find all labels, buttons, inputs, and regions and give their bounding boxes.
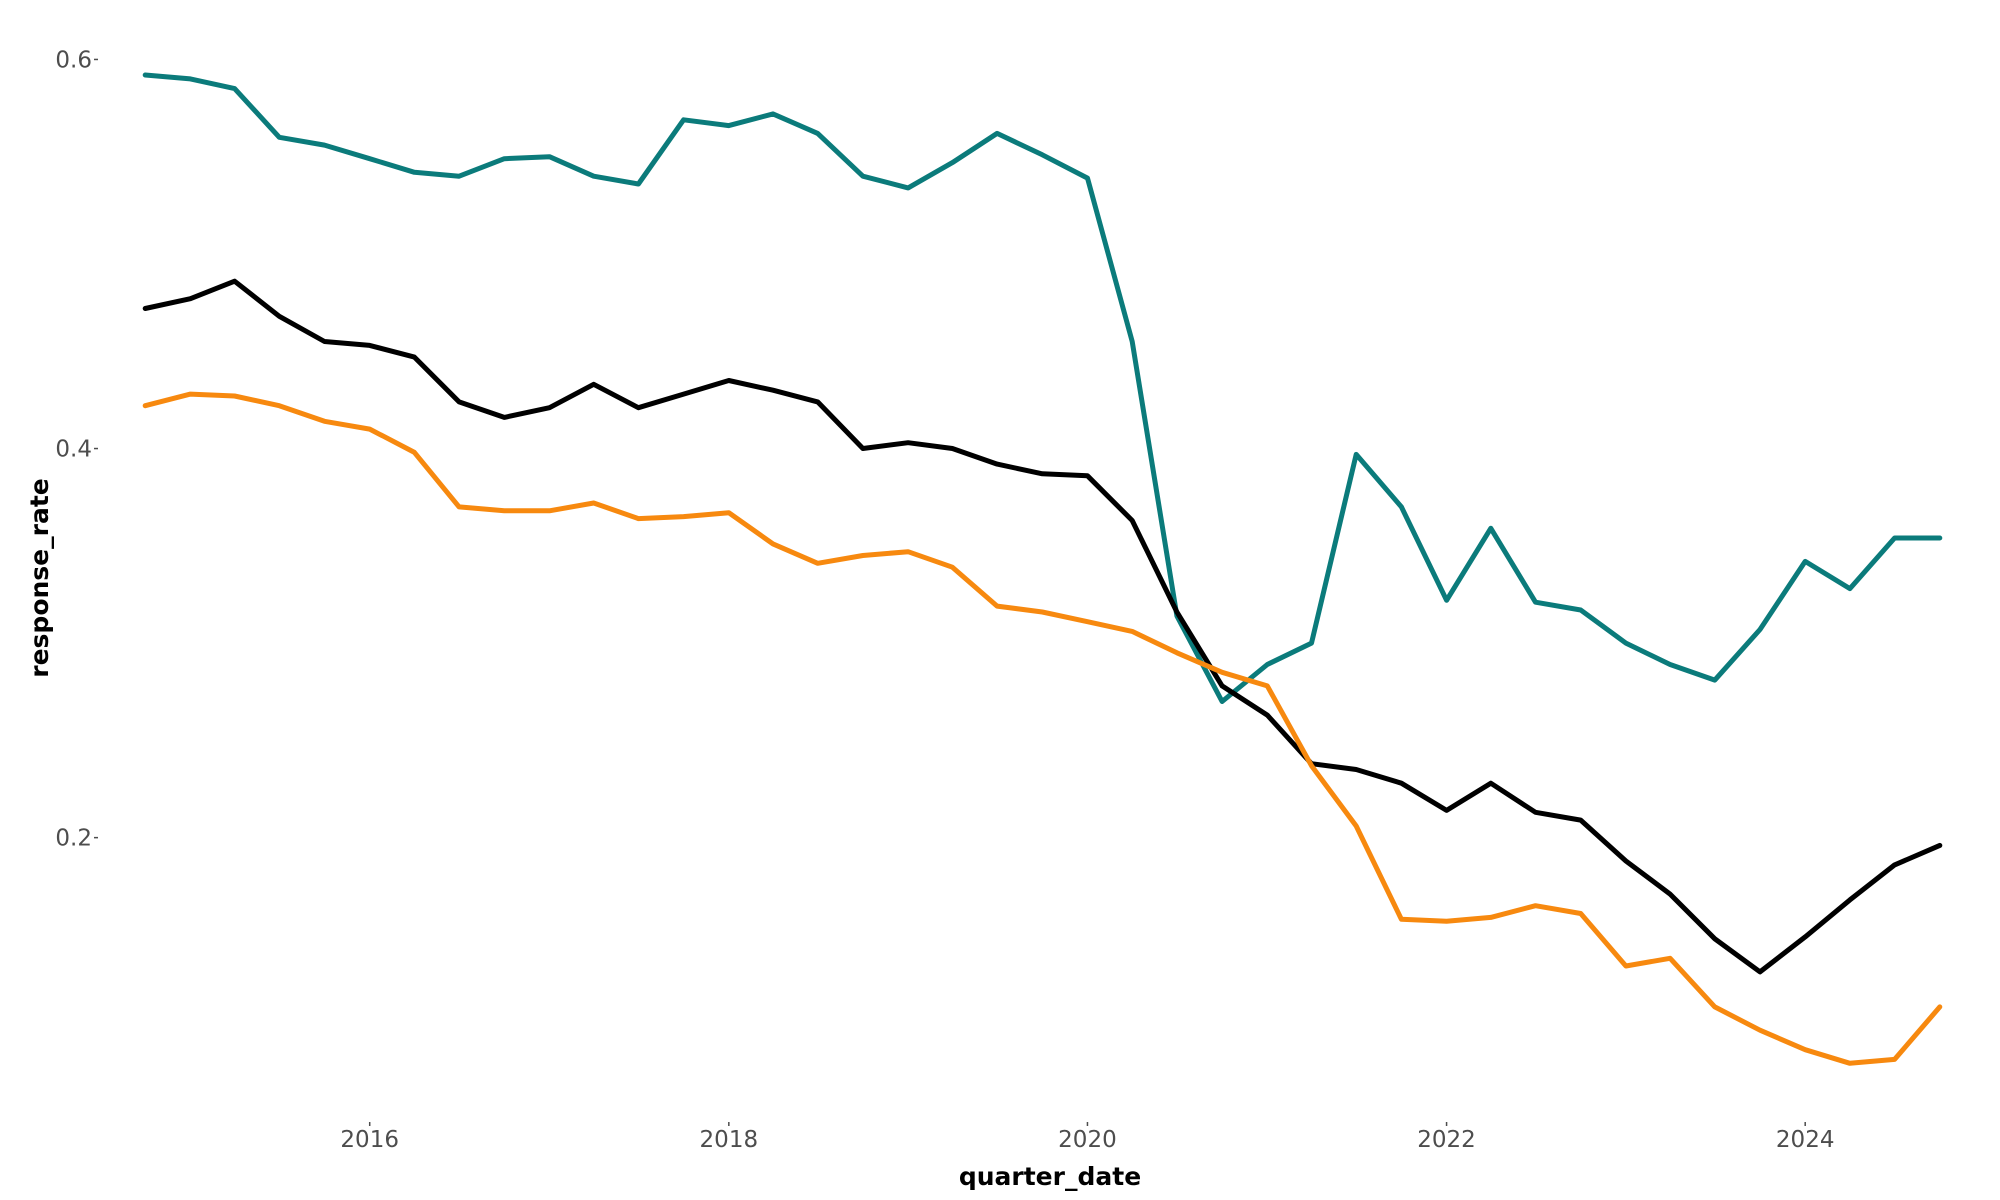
y-tick-label: 0.2: [55, 826, 92, 852]
series-layer: [142, 72, 1943, 1066]
x-tick-label: 2018: [700, 1127, 759, 1153]
x-axis: 2016 2018 2020 2022 2024: [340, 1122, 1834, 1153]
x-tick-label: 2022: [1417, 1127, 1476, 1153]
series-line-2: [142, 278, 1943, 975]
x-tick-label: 2016: [340, 1127, 399, 1153]
x-tick-label: 2020: [1058, 1127, 1117, 1153]
x-tick-label: 2024: [1776, 1127, 1835, 1153]
y-tick-label: 0.6: [55, 47, 92, 73]
series-line-1: [142, 72, 1943, 704]
x-axis-title: quarter_date: [959, 1162, 1141, 1191]
y-axis-title: response_rate: [25, 478, 54, 677]
series-line-3: [142, 391, 1943, 1066]
y-tick-label: 0.4: [55, 437, 92, 463]
y-axis: 0.2 0.4 0.6: [55, 47, 98, 852]
